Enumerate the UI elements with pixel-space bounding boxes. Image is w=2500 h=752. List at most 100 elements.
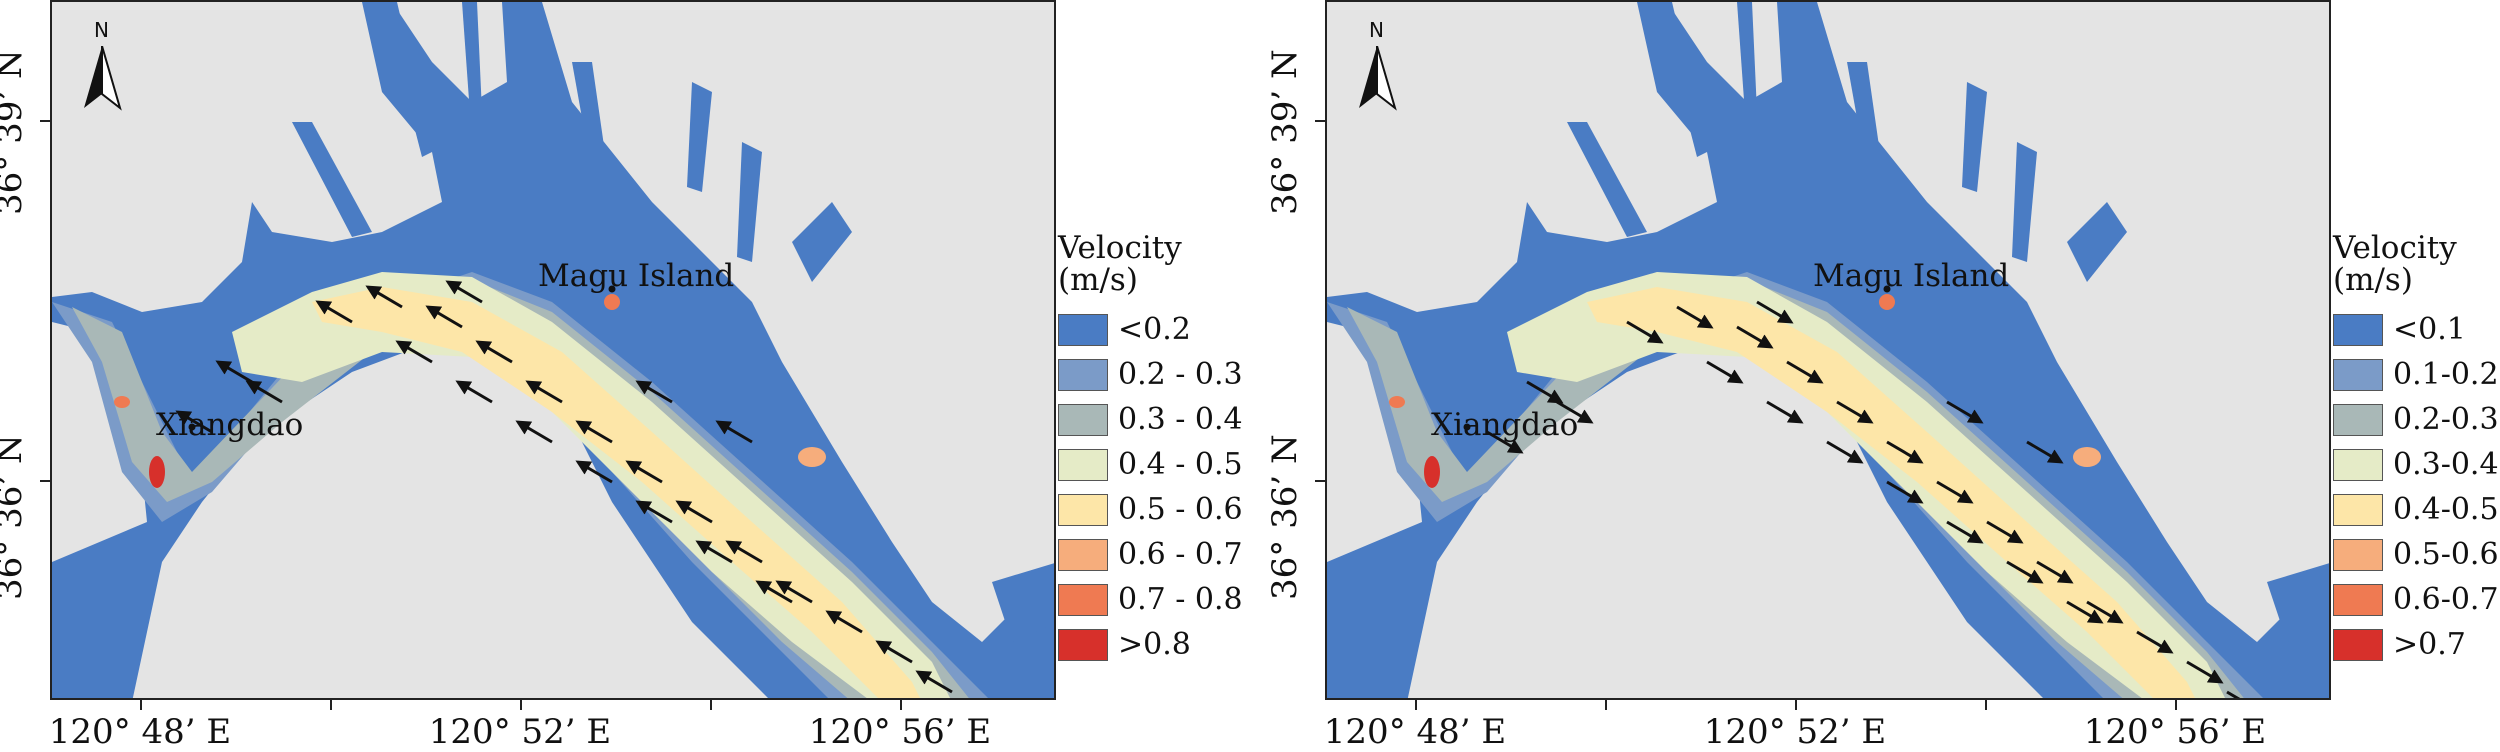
lon-label: 120° 52’ E <box>1703 712 1887 752</box>
legend-label: 0.4 - 0.5 <box>1118 447 1243 482</box>
flow-arrow <box>1826 440 1864 464</box>
legend-label: 0.2 - 0.3 <box>1118 357 1243 392</box>
legend-swatch <box>1058 404 1108 436</box>
lat-label: 36° 39’ N <box>0 49 30 215</box>
inlet-channel <box>2012 142 2037 262</box>
legend-label: 0.2-0.3 <box>2393 402 2499 437</box>
flow-arrow <box>825 610 863 634</box>
flow-arrow <box>515 420 553 444</box>
inlet-channel <box>1657 2 1707 157</box>
map-frame <box>1325 0 2331 700</box>
velocity-hotspot <box>1879 294 1895 310</box>
inlet-channel <box>382 2 432 157</box>
flow-arrow <box>175 410 213 434</box>
lat-label: 36° 36’ N <box>0 434 30 600</box>
legend-label: 0.3-0.4 <box>2393 447 2499 482</box>
velocity-band <box>1587 287 2195 698</box>
north-label: N <box>94 18 109 42</box>
inlet-channel <box>572 62 612 202</box>
inlet-channel <box>1962 82 1987 192</box>
legend-label: >0.7 <box>2393 627 2466 662</box>
flow-arrow <box>875 640 913 664</box>
flow-arrow <box>1836 400 1874 424</box>
flow-arrow <box>575 460 613 484</box>
velocity-hotspot <box>604 294 620 310</box>
north-label: N <box>1369 18 1384 42</box>
flow-arrow <box>715 420 753 444</box>
flow-arrow <box>1886 480 1924 504</box>
inlet-channel <box>2067 202 2127 282</box>
flow-arrow <box>1786 360 1824 384</box>
inlet-channel <box>1737 2 1757 114</box>
flow-arrow <box>315 300 353 324</box>
inlet-channel <box>992 563 1054 642</box>
flow-arrow <box>2026 440 2064 464</box>
map-frame <box>50 0 1056 700</box>
north-arrow-icon <box>84 46 122 111</box>
inlet-channel <box>687 82 712 192</box>
legend-swatch <box>2333 584 2383 616</box>
legend-swatch <box>2333 359 2383 391</box>
flow-arrow <box>2186 660 2224 684</box>
flow-arrow <box>1486 430 1524 454</box>
magu-island-label: Magu Island <box>1813 258 2010 294</box>
xiangdao-marker <box>188 423 196 431</box>
velocity-hotspot <box>114 396 130 408</box>
inlet-channel <box>2267 563 2329 642</box>
inlet-channel <box>1567 122 1647 237</box>
velocity-hotspot <box>798 447 826 467</box>
flow-arrow <box>455 380 493 404</box>
flow-arrow <box>635 380 673 404</box>
magu-island-label: Magu Island <box>538 258 735 294</box>
legend-swatch <box>2333 539 2383 571</box>
north-arrow-icon <box>1359 46 1397 111</box>
flow-arrow <box>635 500 673 524</box>
legend-label: 0.3 - 0.4 <box>1118 402 1243 437</box>
inlet-channel <box>522 62 552 202</box>
legend-label: <0.1 <box>2393 312 2466 347</box>
legend-unit: (m/s) <box>2333 262 2413 298</box>
flow-arrow <box>1626 320 1664 344</box>
lat-label: 36° 36’ N <box>1265 434 1305 600</box>
flow-arrow <box>215 360 253 384</box>
flow-arrow <box>1766 400 1804 424</box>
lat-label: 36° 39’ N <box>1265 49 1305 215</box>
flow-arrow <box>2006 560 2044 584</box>
legend-title: Velocity <box>2333 230 2457 266</box>
flow-arrow <box>1986 520 2024 544</box>
legend-label: 0.5 - 0.6 <box>1118 492 1243 527</box>
lon-label: 120° 56’ E <box>2083 712 2267 752</box>
flow-arrow <box>2086 600 2124 624</box>
xiangdao-label: Xiangdao <box>156 407 304 443</box>
flow-arrow <box>1886 440 1924 464</box>
xiangdao-marker <box>1463 423 1471 431</box>
flow-arrow <box>1736 325 1774 349</box>
inlet-channel <box>737 142 762 262</box>
velocity-hotspot <box>1389 396 1405 408</box>
legend-swatch <box>2333 494 2383 526</box>
legend-swatch <box>1058 359 1108 391</box>
magu-island-marker <box>608 285 616 293</box>
flow-arrow <box>445 280 483 304</box>
flow-arrow <box>425 305 463 329</box>
map-svg <box>1327 2 2329 698</box>
inlet-channel <box>462 2 482 114</box>
legend-label: 0.4-0.5 <box>2393 492 2499 527</box>
flow-arrow <box>475 340 513 364</box>
lon-label: 120° 52’ E <box>428 712 612 752</box>
legend-swatch <box>2333 314 2383 346</box>
flow-arrow <box>1526 380 1564 404</box>
flow-arrow <box>575 420 613 444</box>
legend-swatch <box>1058 629 1108 661</box>
flow-arrow <box>695 540 733 564</box>
legend: Velocity (m/s) <0.1 0.1-0.2 0.2-0.3 0.3-0.4… <box>2333 230 2500 662</box>
legend-swatch <box>1058 314 1108 346</box>
flow-arrow <box>2226 690 2241 698</box>
xiangdao-label: Xiangdao <box>1431 407 1579 443</box>
legend-label: <0.2 <box>1118 312 1191 347</box>
flow-arrow <box>1946 520 1984 544</box>
legend-label: 0.6 - 0.7 <box>1118 537 1243 572</box>
legend-swatch <box>1058 494 1108 526</box>
legend-label: 0.7 - 0.8 <box>1118 582 1243 617</box>
velocity-hotspot <box>2073 447 2101 467</box>
